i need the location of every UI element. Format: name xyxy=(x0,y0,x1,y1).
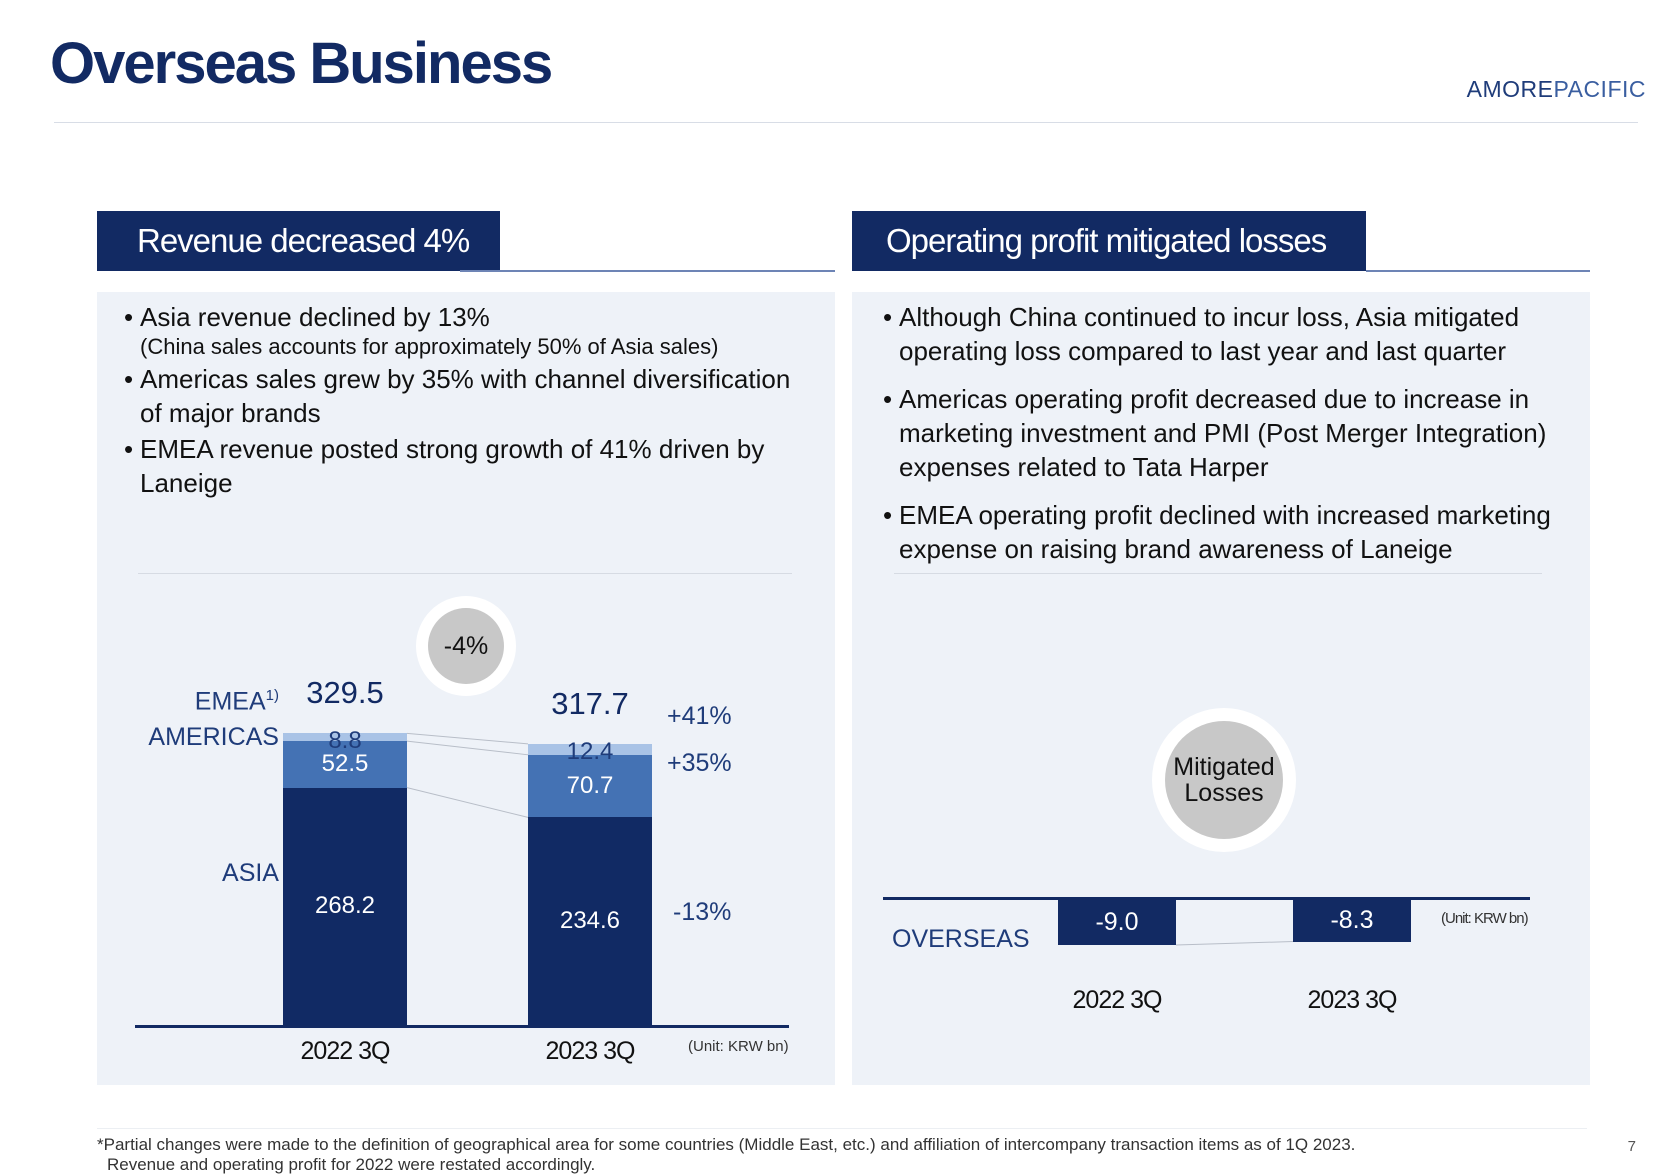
revenue-connector-2 xyxy=(406,740,529,756)
page-title: Overseas Business xyxy=(50,31,553,96)
op-profit-separator xyxy=(894,573,1542,574)
emea-change: +41% xyxy=(667,702,732,730)
revenue-header: Revenue decreased 4% xyxy=(97,211,500,271)
revenue-bullet-1-sub: (China sales accounts for approximately … xyxy=(140,334,719,359)
revenue-bullet-1-text: Asia revenue declined by 13% xyxy=(140,302,490,332)
asia-value-1: 234.6 xyxy=(559,907,621,935)
brand-logo-part1: AMORE xyxy=(1466,76,1554,102)
revenue-connector-3 xyxy=(406,732,529,745)
op-bullet-3: EMEA operating profit declined with incr… xyxy=(883,498,1573,566)
revenue-bullet-3: EMEA revenue posted strong growth of 41%… xyxy=(124,432,814,500)
overseas-bar-1 xyxy=(1293,900,1411,942)
op-xlabel-0: 2022 3Q xyxy=(1072,986,1163,1014)
emea-bar-0 xyxy=(283,733,407,742)
op-bullet-2: Americas operating profit decreased due … xyxy=(883,382,1573,484)
op-connector-line xyxy=(1175,941,1294,946)
op-profit-header-rule xyxy=(1366,270,1590,272)
revenue-unit: (Unit: KRW bn) xyxy=(688,1038,789,1055)
americas-bar-1 xyxy=(528,754,652,818)
mitigated-badge-text: Mitigated Losses xyxy=(1165,721,1283,839)
footnote: *Partial changes were made to the defini… xyxy=(97,1135,1355,1175)
change-badge-text: -4% xyxy=(428,608,504,684)
revenue-header-rule xyxy=(460,270,835,272)
emea-label-text: EMEA xyxy=(194,687,266,716)
revenue-xlabel-1: 2023 3Q xyxy=(545,1037,636,1065)
overseas-value-0: -9.0 xyxy=(1095,907,1139,936)
revenue-bullet-2: Americas sales grew by 35% with channel … xyxy=(124,362,814,430)
mitigated-badge-line1: Mitigated xyxy=(1173,753,1275,781)
footnote-line-2: Revenue and operating profit for 2022 we… xyxy=(107,1155,596,1174)
op-bullet-1: Although China continued to incur loss, … xyxy=(883,300,1573,368)
asia-bar-0 xyxy=(283,787,407,1025)
overseas-value-1: -8.3 xyxy=(1330,905,1374,934)
emea-value-0: 8.8 xyxy=(328,727,362,755)
asia-label: ASIA xyxy=(222,859,279,887)
op-profit-header: Operating profit mitigated losses xyxy=(852,211,1366,271)
revenue-baseline xyxy=(135,1025,789,1028)
revenue-chart: 268.2 52.5 8.8 329.5 2022 3Q 234.6 70.7 12.4 317… xyxy=(97,580,835,1085)
revenue-connector-1 xyxy=(406,787,529,818)
brand-logo-part2: PACIFIC xyxy=(1553,76,1646,102)
op-profit-bullets: Although China continued to incur loss, … xyxy=(883,300,1573,566)
revenue-xlabel-0: 2022 3Q xyxy=(300,1037,391,1065)
revenue-connector-lines xyxy=(406,732,529,818)
title-divider xyxy=(54,122,1638,123)
op-unit: (Unit: KRW bn) xyxy=(1441,910,1529,927)
asia-value-0: 268.2 xyxy=(314,892,376,920)
revenue-bullet-1: Asia revenue declined by 13% (China sale… xyxy=(124,300,814,362)
americas-value-1: 70.7 xyxy=(566,772,614,800)
revenue-bullets: Asia revenue declined by 13% (China sale… xyxy=(124,300,814,500)
brand-logo: AMOREPACIFIC xyxy=(1467,76,1646,103)
americas-change: +35% xyxy=(667,749,732,777)
footer-divider xyxy=(97,1128,1587,1129)
emea-label: EMEA1) xyxy=(79,687,279,716)
op-profit-chart: Mitigated Losses -9.0 2022 3Q -8.3 2023 3Q … xyxy=(852,580,1590,1085)
emea-footnote-mark: 1) xyxy=(265,687,279,704)
op-xlabel-1: 2023 3Q xyxy=(1307,986,1398,1014)
emea-bar-1 xyxy=(528,743,652,755)
total-value-0: 329.5 xyxy=(306,675,384,711)
revenue-separator xyxy=(138,573,792,574)
total-value-1: 317.7 xyxy=(551,685,629,721)
overseas-bar-0 xyxy=(1058,900,1176,945)
asia-bar-1 xyxy=(528,817,652,1025)
footnote-line-1: *Partial changes were made to the defini… xyxy=(97,1135,1356,1154)
op-baseline xyxy=(883,897,1530,900)
emea-value-1: 12.4 xyxy=(566,737,614,765)
asia-change: -13% xyxy=(673,898,732,926)
page-number: 7 xyxy=(1627,1138,1636,1155)
americas-value-0: 52.5 xyxy=(321,750,369,778)
americas-label: AMERICAS xyxy=(148,723,279,751)
mitigated-badge-line2: Losses xyxy=(1184,779,1264,807)
op-connector-lines xyxy=(1175,941,1294,946)
americas-bar-0 xyxy=(283,741,407,788)
overseas-label: OVERSEAS xyxy=(892,925,1030,953)
